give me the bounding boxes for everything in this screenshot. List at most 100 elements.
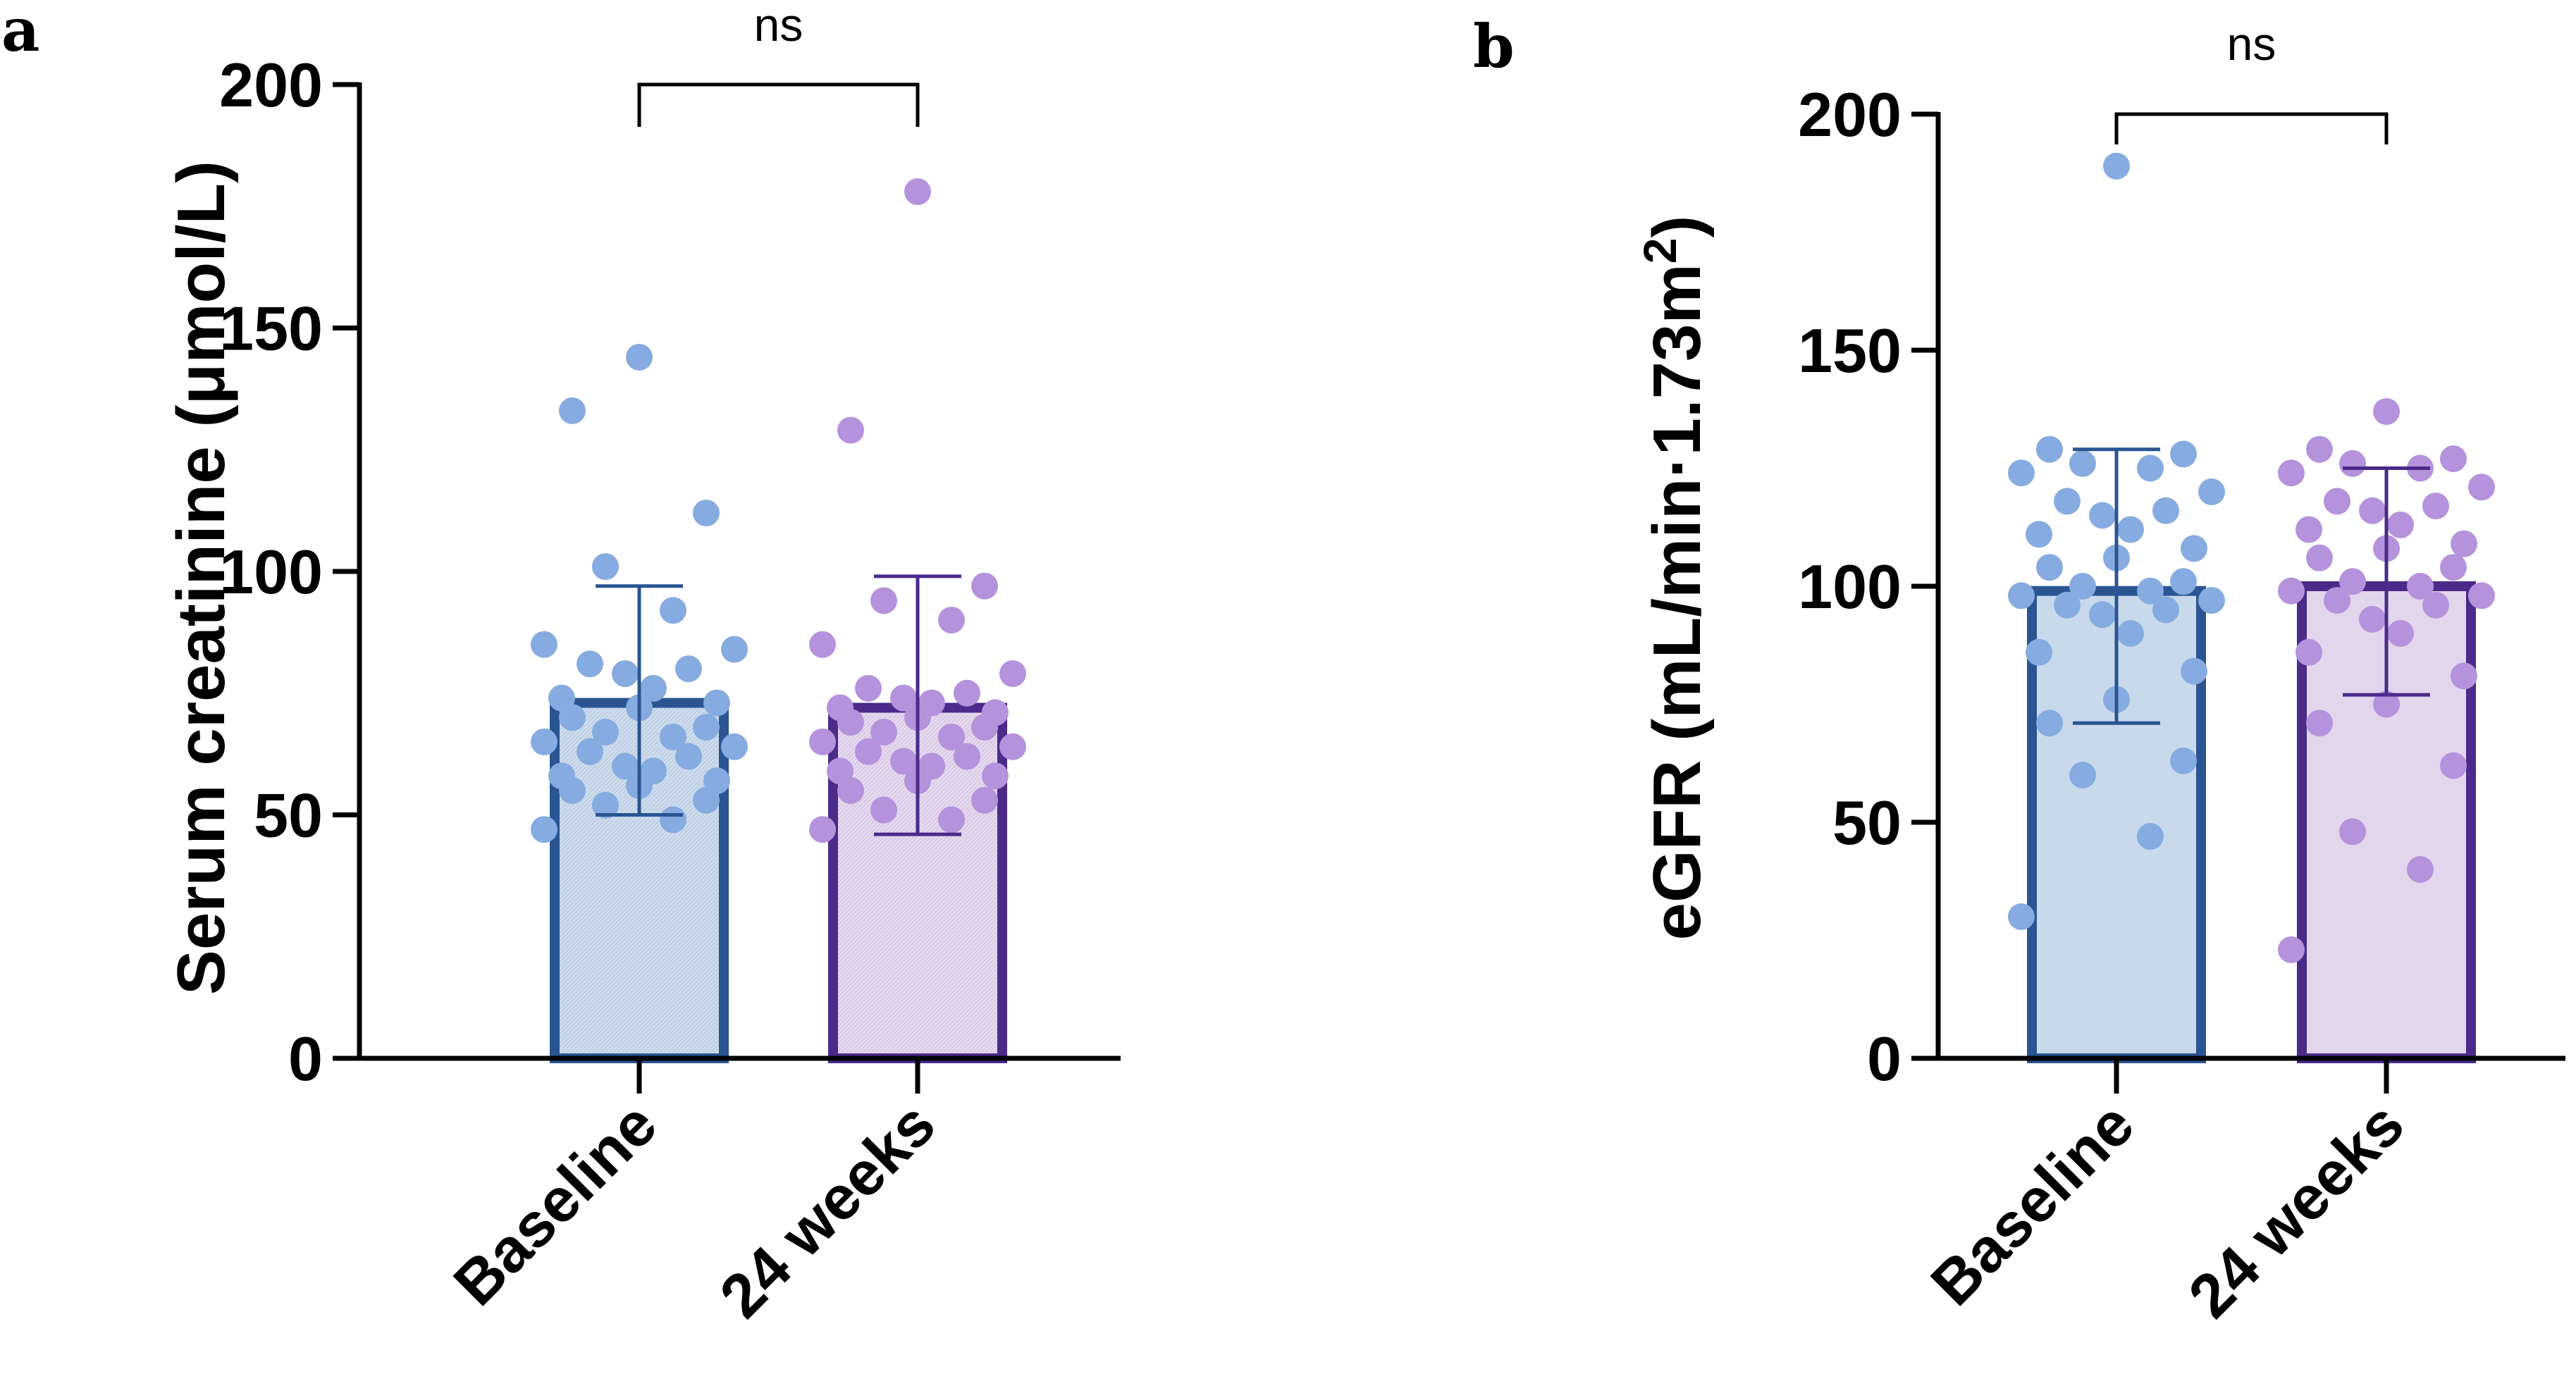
panel-b-data-point [2069, 573, 2096, 600]
panel-b-data-point [2440, 445, 2467, 473]
panel-b-data-point [2137, 577, 2164, 605]
panel-b-data-point [2181, 535, 2207, 562]
panel-a-data-point [971, 714, 998, 741]
panel-a-data-point [971, 786, 998, 814]
panel-a-category-label-24-weeks: 24 weeks [706, 1089, 948, 1330]
panel-b-data-point [2170, 747, 2197, 774]
panel-a-data-point [592, 553, 619, 581]
panel-a-data-point [531, 728, 557, 755]
panel-b-data-point [2407, 573, 2434, 600]
panel-b-data-point [2387, 620, 2414, 647]
panel-b-data-point [2440, 752, 2467, 779]
panel-a-data-point [640, 674, 667, 702]
panel-b-data-point [2008, 903, 2035, 930]
panel-a-data-point [660, 723, 686, 750]
panel-a-data-point [809, 816, 836, 843]
panel-a-data-point [703, 689, 730, 717]
panel-b-y-tick-label: 100 [1798, 552, 1902, 621]
panel-b-data-point [2170, 440, 2197, 468]
panel-b-data-point [2069, 762, 2096, 788]
panel-b-data-point [2451, 662, 2477, 690]
panel-b-data-point [2008, 582, 2035, 609]
panel-a-data-point [999, 733, 1026, 760]
panel-a-letter: a [1, 0, 39, 65]
panel-a-data-point [559, 397, 586, 424]
panel-b-category-label-24-weeks: 24 weeks [2175, 1089, 2417, 1330]
panel-a-data-point [721, 733, 748, 760]
panel-a-data-point [675, 743, 702, 770]
panel-b-data-point [2036, 435, 2063, 463]
panel-a-data-point [938, 723, 965, 750]
panel-b-points [2008, 152, 2495, 963]
panel-a-data-point [693, 786, 720, 814]
panel-a-data-point [837, 416, 864, 444]
panel-b-data-point [2069, 450, 2096, 477]
panel-b-data-point [2359, 497, 2386, 524]
panel-b-data-point [2373, 691, 2400, 718]
panel-b-y-axis-title-close: ) [1639, 216, 1715, 238]
panel-b-data-point [2008, 459, 2035, 487]
panel-a-y-axis-title: Serum creatinine (μmol/L) [164, 161, 239, 995]
panel-b-data-point [2295, 638, 2322, 666]
panel-b-data-point [2324, 587, 2350, 614]
panel-a-data-point [626, 343, 653, 371]
panel-a-category-label-baseline: Baseline [440, 1089, 670, 1318]
panel-b-data-point [2468, 582, 2495, 609]
panel-b-significance-bracket [2114, 112, 2389, 144]
panel-b-data-point [2387, 511, 2414, 538]
panel-b-data-point [2339, 818, 2366, 846]
panel-b-data-point [2103, 152, 2130, 180]
panel-b-significance-label: ns [2227, 18, 2276, 70]
panel-a-data-point [870, 796, 897, 824]
panel-b-data-point [2054, 488, 2081, 515]
panel-a-data-point [531, 816, 557, 843]
panel-a-y-tick-label: 100 [219, 537, 323, 607]
panel-b-significance: ns [2114, 18, 2389, 144]
panel-a-data-point [855, 674, 882, 702]
panel-a-points [531, 178, 1026, 843]
panel-b-data-point [2359, 605, 2386, 633]
panel-b-data-point [2036, 554, 2063, 581]
panel-b-data-point [2117, 516, 2144, 543]
panel-b-data-point [2152, 497, 2179, 524]
panel-b-data-point [2278, 577, 2305, 605]
panel-a-data-point [612, 660, 639, 688]
panel-a-data-point [592, 719, 619, 746]
panel-a-y-tick-label: 50 [254, 781, 323, 850]
panel-b-y-axis-title: eGFR (mL/min·1.73m2) [1634, 216, 1715, 941]
panel-b-y-tick-label: 50 [1832, 788, 1902, 858]
panel-b-data-point [2198, 587, 2225, 614]
panel-a-data-point [612, 753, 639, 780]
panel-a-data-point [675, 655, 702, 683]
panel-a-data-point [890, 684, 917, 712]
panel-a-data-point [660, 597, 686, 624]
panel-a-y-tick-label: 0 [288, 1024, 323, 1094]
panel-b-y-tick-label: 200 [1798, 80, 1902, 149]
panel-b-data-point [2451, 530, 2477, 557]
panel-b-data-point [2422, 591, 2449, 619]
panel-b-data-point [2278, 936, 2305, 963]
panel-a-data-point [890, 748, 917, 775]
panel-a-data-point [855, 738, 882, 765]
panel-b-data-point [2026, 521, 2052, 548]
panel-b-y-axis-title-sup: 2 [1634, 238, 1686, 264]
panel-a-data-point [982, 762, 1009, 790]
panel-b-data-point [2278, 459, 2305, 487]
panel-a-data-point [954, 679, 980, 707]
panel-a-data-point [837, 776, 864, 804]
panel-a-y-tick-label: 200 [219, 50, 323, 120]
panel-b-data-point [2306, 544, 2333, 571]
panel-b-data-point [2306, 435, 2333, 463]
panel-a-data-point [577, 650, 603, 678]
panel-b-data-point [2181, 657, 2207, 685]
panel-a-data-point [577, 738, 603, 765]
panel-a-y-tick-label: 150 [219, 294, 323, 364]
panel-a-data-point [592, 791, 619, 819]
panel-a-data-point [660, 806, 686, 834]
panel-b-data-point [2339, 568, 2366, 595]
panel-a-data-point [837, 709, 864, 736]
panel-a-category-labels: Baseline 24 weeks [440, 1089, 948, 1330]
panel-b-data-point [2339, 450, 2366, 477]
panel-a-chart: Serum creatinine (μmol/L) 0 50 100 150 200 n… [164, 0, 1121, 1331]
